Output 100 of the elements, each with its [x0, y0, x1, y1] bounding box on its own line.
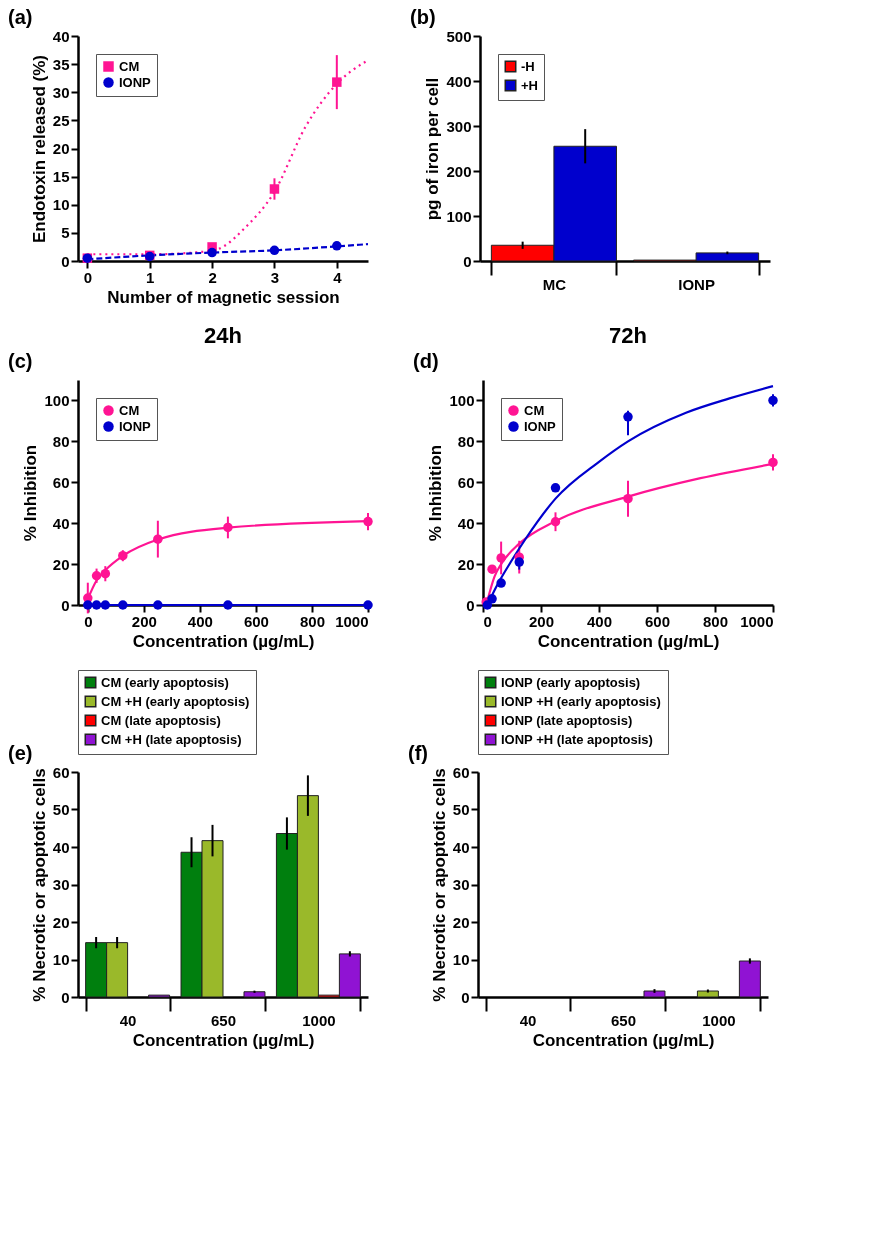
x-tick-label: 400: [586, 612, 613, 630]
y-tick-label: 0: [61, 988, 70, 1006]
y-tick-label: 0: [466, 596, 475, 614]
y-tick-label: 40: [457, 514, 475, 532]
y-tick-label: 60: [52, 473, 70, 491]
legend-label: -H: [521, 58, 535, 74]
y-tick-label: 300: [446, 117, 472, 135]
x-tick-label: 1000: [740, 612, 774, 630]
y-tick-label: 60: [457, 473, 475, 491]
y-tick-label: 20: [52, 913, 70, 931]
legend-label: IONP: [119, 418, 152, 434]
y-tick-label: 10: [52, 196, 70, 214]
legend-label: CM (late apoptosis): [101, 712, 221, 728]
y-tick-label: 30: [452, 876, 470, 893]
y-tick-label: 100: [446, 207, 472, 225]
x-axis-title: Concentration (µg/mL): [532, 1030, 715, 1050]
x-tick-label: 0: [83, 268, 93, 286]
x-tick-label: 200: [528, 612, 555, 630]
y-tick-label: 30: [52, 83, 70, 101]
y-tick-label: 0: [61, 252, 70, 270]
x-tick-label: 1000: [335, 612, 369, 630]
y-tick-label: 35: [52, 55, 70, 73]
x-axis-title: Number of magnetic session: [107, 287, 340, 307]
y-tick-label: 5: [61, 224, 70, 242]
x-tick-label: 0: [483, 612, 492, 630]
x-tick-label: 600: [644, 612, 671, 630]
legend-label: IONP: [119, 74, 152, 90]
y-tick-label: 0: [463, 252, 472, 270]
y-axis-title: % Inhibition: [21, 444, 41, 542]
y-axis-title: Endotoxin released (%): [29, 55, 49, 243]
text: (a): [8, 6, 33, 28]
x-tick-label: 1000: [302, 1011, 336, 1029]
y-tick-label: 40: [52, 838, 70, 856]
chart-title: 24h: [204, 323, 242, 348]
legend-label: CM +H (late apoptosis): [101, 731, 242, 747]
x-axis-title: Concentration (µg/mL): [132, 631, 315, 651]
y-tick-label: 40: [452, 838, 470, 856]
legend-label: CM: [524, 402, 545, 418]
legend-label: +H: [521, 77, 538, 93]
y-tick-label: 80: [52, 432, 70, 450]
y-tick-label: 0: [461, 988, 470, 1006]
x-tick-label: MC: [542, 275, 567, 293]
legend-label: CM: [119, 402, 140, 418]
y-tick-label: 25: [52, 111, 70, 129]
y-tick-label: 20: [52, 555, 70, 573]
x-tick-label: 400: [187, 612, 213, 630]
x-tick-label: 40: [119, 1011, 137, 1029]
y-tick-label: 20: [452, 913, 470, 931]
legend-label: IONP: [524, 418, 557, 434]
text: (c): [8, 350, 33, 372]
y-tick-label: 20: [52, 140, 70, 157]
x-tick-label: 800: [702, 612, 729, 630]
x-axis-title: Concentration (µg/mL): [537, 631, 720, 651]
legend-label: IONP (early apoptosis): [501, 674, 641, 690]
y-axis-title: pg of iron per cell: [423, 77, 443, 221]
x-tick-label: 200: [131, 612, 157, 630]
text: (f): [408, 742, 428, 764]
x-tick-label: 40: [519, 1011, 537, 1029]
x-tick-label: 3: [270, 268, 280, 286]
x-tick-label: 650: [610, 1011, 637, 1029]
legend-label: IONP (late apoptosis): [501, 712, 633, 728]
y-tick-label: 100: [449, 391, 475, 409]
x-tick-label: 600: [243, 612, 269, 630]
legend-label: CM +H (early apoptosis): [101, 693, 250, 709]
y-tick-label: 10: [452, 951, 470, 968]
y-tick-label: 30: [52, 876, 70, 893]
legend-label: IONP +H (early apoptosis): [501, 693, 661, 709]
y-tick-label: 500: [446, 27, 472, 45]
x-tick-label: 0: [84, 612, 93, 630]
x-tick-label: 1000: [702, 1011, 736, 1029]
x-tick-label: 1: [146, 268, 155, 286]
text: (b): [410, 6, 436, 28]
y-tick-label: 200: [446, 162, 472, 180]
y-tick-label: 40: [52, 514, 70, 532]
x-tick-label: 2: [208, 268, 217, 286]
text: (e): [8, 742, 33, 764]
y-tick-label: 60: [52, 763, 70, 781]
y-axis-title: % Necrotic or apoptotic cells: [29, 768, 49, 1002]
y-tick-label: 0: [61, 596, 70, 614]
y-tick-label: 50: [452, 801, 470, 818]
y-tick-label: 50: [52, 801, 70, 818]
y-tick-label: 20: [457, 555, 475, 573]
x-tick-label: 650: [210, 1011, 237, 1029]
legend-label: CM (early apoptosis): [101, 674, 229, 690]
x-tick-label: IONP: [678, 275, 715, 293]
text: (d): [413, 350, 439, 372]
chart-title: 72h: [609, 323, 647, 348]
y-tick-label: 15: [52, 168, 70, 186]
y-tick-label: 80: [457, 432, 475, 450]
y-tick-label: 400: [446, 72, 472, 90]
y-tick-label: 60: [452, 763, 470, 781]
x-axis-title: Concentration (µg/mL): [132, 1030, 315, 1050]
y-tick-label: 40: [52, 27, 70, 45]
x-tick-label: 4: [333, 268, 343, 286]
y-tick-label: 10: [52, 951, 70, 968]
legend-label: IONP +H (late apoptosis): [501, 731, 653, 747]
y-tick-label: 100: [44, 391, 70, 409]
y-axis-title: % Inhibition: [426, 444, 446, 542]
y-axis-title: % Necrotic or apoptotic cells: [429, 768, 449, 1002]
legend-label: CM: [119, 58, 140, 74]
